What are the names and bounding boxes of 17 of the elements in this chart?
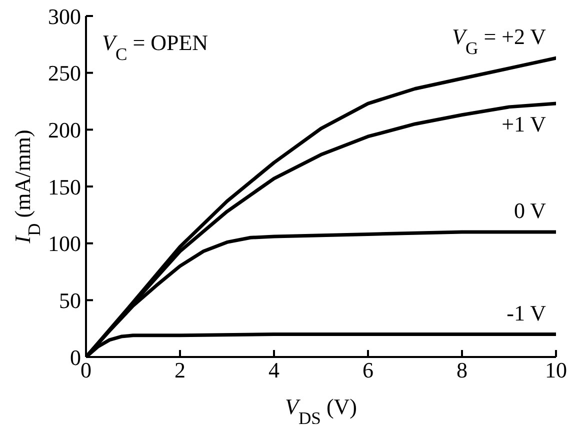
annotation: V$_{C}$ = OPEN [102,30,208,64]
y-tick-label: 100 [48,231,81,256]
x-tick-label: 6 [362,358,374,383]
y-tick-label: 200 [48,117,81,142]
series-label: -1 V [506,300,546,326]
x-axis-title: V$_{DS}$ (V) [285,394,357,428]
x-tick-label: 8 [456,358,468,383]
x-tick-label: 10 [545,358,567,383]
series-label: 0 V [514,198,546,223]
series-label: +1 V [502,112,546,137]
x-tick-label: 2 [174,358,186,383]
series-label: V$_{G}$ = +2 V [452,24,546,58]
y-tick-label: 50 [59,288,81,313]
y-tick-label: 250 [48,60,81,86]
y-tick-label: 300 [48,4,81,29]
x-tick-label: 4 [268,358,280,383]
y-tick-label: 150 [48,174,81,200]
